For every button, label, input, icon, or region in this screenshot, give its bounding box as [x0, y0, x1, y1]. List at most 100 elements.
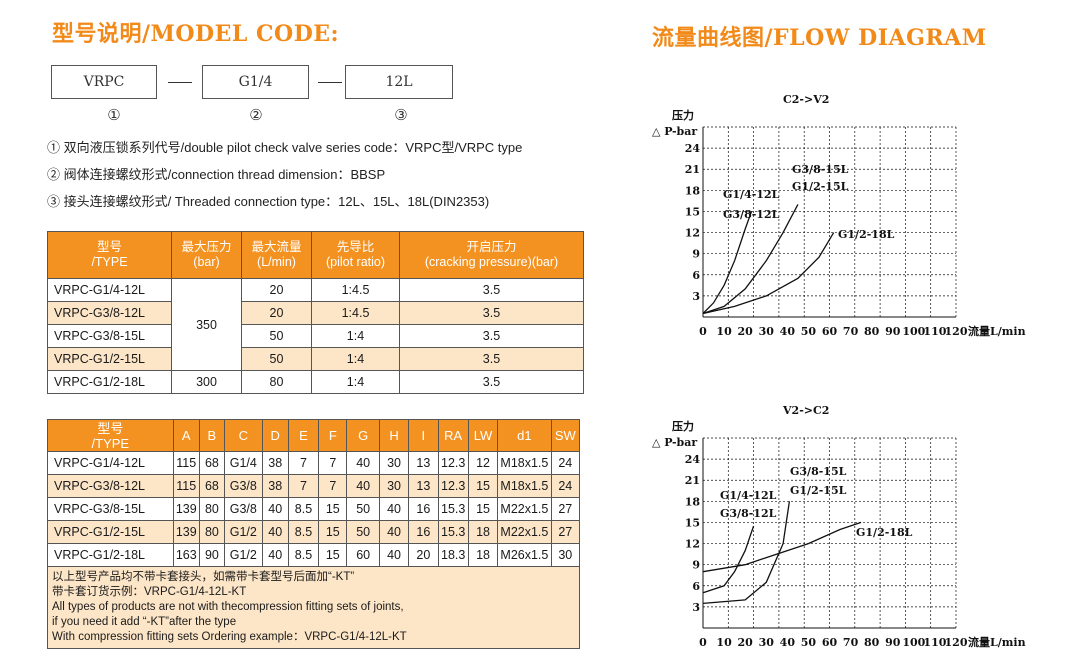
x-tick-label: 70 [843, 325, 859, 338]
curve-annotation: G3/8-12L [723, 208, 780, 221]
table-row: VRPC-G1/2-15L 50 1:4 3.5 [47, 347, 584, 371]
curve-annotation: G1/4-12L [720, 489, 777, 502]
curve-annotation: G1/2-18L [838, 228, 895, 241]
y-axis-label: △ P-bar [652, 125, 697, 138]
header-col: B [198, 419, 225, 452]
y-tick-label: 9 [692, 559, 700, 572]
table-row: VRPC-G3/8-15L 139 80 G3/8 40 8.5 15 50 40 16 15.3 1… [47, 497, 581, 521]
y-tick-label: 6 [692, 269, 700, 282]
table-row: VRPC-G1/2-18L 163 90 G1/2 40 8.5 15 60 40 20 18.3 1… [47, 543, 581, 567]
header-col: A [172, 419, 200, 452]
x-tick-label: 80 [864, 636, 880, 649]
x-tick-label: 10 [716, 636, 732, 649]
marker-3: ③ [394, 107, 408, 124]
pressure-cell: 350 [171, 278, 242, 371]
curve-annotation: G1/2-15L [792, 180, 849, 193]
code-box-series: VRPC [51, 65, 157, 99]
table-row: VRPC-G1/4-12L 115 68 G1/4 38 7 7 40 30 13 12.3 12 M1… [47, 451, 581, 475]
series-line [702, 525, 755, 594]
y-tick-label: 3 [692, 290, 700, 303]
chart-title: V2->C2 [782, 404, 829, 417]
header-type: 型号/TYPE [47, 231, 172, 279]
x-tick-label: 30 [759, 325, 775, 338]
y-tick-label: 12 [685, 538, 700, 551]
header-col: d1 [497, 419, 552, 452]
header-col: SW [550, 419, 581, 452]
header-type: 型号/TYPE [47, 419, 174, 452]
flow-chart-c2-v2: C2->V2 压力 △ P-bar 0 10 20 30 40 50 60 70 80 90 100110… [652, 93, 1026, 338]
y-tick-label: 12 [685, 227, 700, 240]
curve-annotation: G1/2-18L [856, 526, 913, 539]
x-tick-label: 0 [699, 325, 707, 338]
dimension-table: 型号/TYPE A B C D E F G H I RA LW d1 SW VR… [47, 419, 581, 649]
x-tick-label: 60 [822, 325, 838, 338]
description-line: ① 双向液压锁系列代号/double pilot check valve ser… [47, 140, 523, 155]
y-tick-label: 18 [685, 184, 701, 197]
x-tick-label: 90 [885, 325, 901, 338]
x-tick-label: 50 [801, 325, 817, 338]
y-tick-label: 24 [685, 142, 701, 155]
x-tick-label: 120 [945, 325, 968, 338]
x-tick-label: 20 [738, 325, 754, 338]
order-note: 以上型号产品均不带卡套接头，如需带卡套型号后面加“-KT” 带卡套订货示例：VR… [47, 566, 580, 649]
x-axis-label: 流量L/min [968, 635, 1026, 649]
curve-annotation: G3/8-12L [720, 507, 777, 520]
pressure-cell: 300 [171, 370, 242, 394]
series-line [702, 211, 753, 314]
code-dash [168, 82, 192, 83]
y-tick-label: 3 [692, 601, 700, 614]
header-col: D [261, 419, 289, 452]
flow-diagram-title: 流量曲线图/FLOW DIAGRAM [652, 25, 987, 51]
table-row: VRPC-G3/8-15L 50 1:4 3.5 [47, 324, 584, 348]
y-axis-label: △ P-bar [652, 436, 697, 449]
series-line [702, 232, 835, 315]
y-tick-label: 24 [685, 453, 701, 466]
header-pilot-ratio: 先导比 (pilot ratio) [311, 231, 400, 279]
x-tick-label: 100 [902, 325, 925, 338]
x-tick-label: 110 [923, 636, 946, 649]
curve-annotation: G3/8-15L [792, 163, 849, 176]
y-tick-label: 18 [685, 495, 701, 508]
series-line [702, 204, 799, 315]
model-code-title: 型号说明/MODEL CODE: [52, 21, 340, 47]
series-line [702, 501, 791, 605]
curve-annotation: G1/4-12L [723, 188, 780, 201]
x-tick-label: 40 [780, 325, 796, 338]
code-box-connection: 12L [345, 65, 453, 99]
table-row: VRPC-G1/2-18L 300 80 1:4 3.5 [47, 370, 584, 394]
x-tick-label: 50 [801, 636, 817, 649]
x-tick-label: 60 [822, 636, 838, 649]
curve-annotation: G1/2-15L [790, 484, 847, 497]
x-axis-label: 流量L/min [968, 324, 1026, 338]
header-col: G [346, 419, 380, 452]
header-col: RA [437, 419, 469, 452]
table-row: VRPC-G1/4-12L 350 20 1:4.5 3.5 [47, 278, 584, 371]
description-line: ③ 接头连接螺纹形式/ Threaded connection type：12L… [47, 194, 490, 209]
x-tick-label: 80 [864, 325, 880, 338]
x-tick-label: 100 [902, 636, 925, 649]
curve-annotation: G3/8-15L [790, 465, 847, 478]
header-col: C [223, 419, 263, 452]
y-axis-label: 压力 [672, 419, 694, 433]
x-tick-label: 20 [738, 636, 754, 649]
y-tick-label: 15 [685, 205, 700, 218]
x-tick-label: 0 [699, 636, 707, 649]
table-row: VRPC-G3/8-12L 20 1:4.5 3.5 [47, 301, 584, 325]
x-tick-label: 120 [945, 636, 968, 649]
x-tick-label: 10 [716, 325, 732, 338]
table-row: VRPC-G1/2-15L 139 80 G1/2 40 8.5 15 50 40 16 15.3 1… [47, 520, 581, 544]
y-tick-label: 21 [685, 474, 700, 487]
header-col: I [408, 419, 439, 452]
spec-table: 型号/TYPE 最大压力 (bar) 最大流量 (L/min) 先导比 (pilot … [47, 231, 584, 394]
x-tick-label: 40 [780, 636, 796, 649]
header-col: F [318, 419, 348, 452]
x-tick-label: 30 [759, 636, 775, 649]
marker-2: ② [249, 107, 263, 124]
header-max-pressure: 最大压力 (bar) [171, 231, 242, 279]
header-col: LW [467, 419, 499, 452]
header-col: E [287, 419, 320, 452]
code-box-thread: G1/4 [202, 65, 309, 99]
series-line [702, 521, 862, 573]
header-max-flow: 最大流量 (L/min) [241, 231, 312, 279]
y-tick-label: 6 [692, 580, 700, 593]
